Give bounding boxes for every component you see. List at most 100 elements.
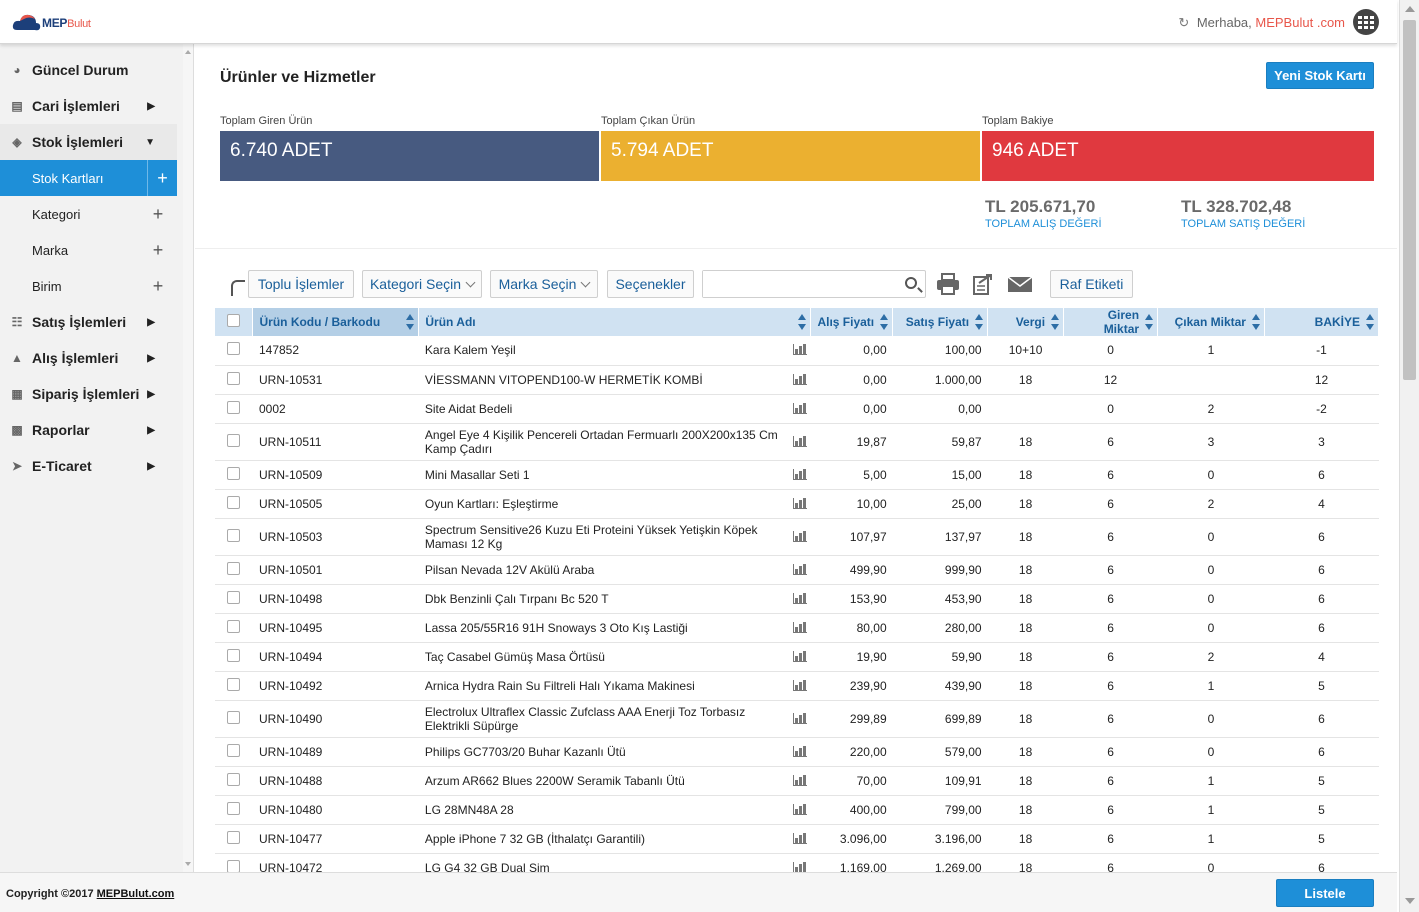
row-checkbox[interactable] — [227, 495, 241, 509]
stats-chart-icon[interactable] — [792, 402, 807, 414]
row-checkbox[interactable] — [227, 830, 241, 844]
sidebar-scrollbar[interactable] — [183, 44, 193, 872]
table-row[interactable]: URN-10511 Angel Eye 4 Kişilik Pencereli O… — [215, 423, 1379, 461]
scroll-thumb[interactable] — [1403, 20, 1416, 380]
table-row[interactable]: URN-10509 Mini Masallar Seti 1 5,00 15,00 18… — [215, 460, 1379, 490]
table-row[interactable]: URN-10492 Arnica Hydra Rain Su Filtreli H… — [215, 671, 1379, 701]
sort-icon[interactable] — [406, 314, 415, 330]
category-select[interactable]: Kategori Seçin — [362, 270, 482, 298]
stats-chart-icon[interactable] — [792, 563, 807, 575]
col-header-code[interactable]: Ürün Kodu / Barkodu — [252, 308, 420, 336]
col-header-sell-price[interactable]: Satış Fiyatı — [892, 308, 989, 336]
table-row[interactable]: URN-10503 Spectrum Sensitive26 Kuzu Eti P… — [215, 518, 1379, 556]
table-row[interactable]: URN-10490 Electrolux Ultraflex Classic Zu… — [215, 700, 1379, 738]
sidebar-item-e-ticaret[interactable]: ➤ E-Ticaret ▶ — [0, 448, 177, 484]
table-row[interactable]: URN-10495 Lassa 205/55R16 91H Snoways 3 O… — [215, 613, 1379, 643]
table-row[interactable]: URN-10480 LG 28MN48A 28 400,00 799,00 18 6 1 5 — [215, 795, 1379, 825]
stats-chart-icon[interactable] — [792, 373, 807, 385]
row-checkbox[interactable] — [227, 400, 241, 414]
row-checkbox[interactable] — [227, 528, 241, 542]
plus-icon[interactable]: + — [152, 240, 164, 260]
row-checkbox[interactable] — [227, 561, 241, 575]
stats-chart-icon[interactable] — [792, 832, 807, 844]
stats-chart-icon[interactable] — [792, 712, 807, 724]
table-row[interactable]: URN-10489 Philips GC7703/20 Buhar Kazanlı… — [215, 737, 1379, 767]
sidebar-subitem-birim[interactable]: Birim + — [0, 268, 177, 304]
row-checkbox[interactable] — [227, 433, 241, 447]
plus-icon[interactable]: + — [147, 160, 177, 196]
table-row[interactable]: 0002 Site Aidat Bedeli 0,00 0,00 0 2 -2 — [215, 394, 1379, 424]
options-button[interactable]: Seçenekler — [607, 270, 694, 298]
row-checkbox[interactable] — [227, 466, 241, 480]
back-arrow-icon[interactable] — [231, 280, 245, 296]
sidebar-item-satis-islemleri[interactable]: ☷ Satış İşlemleri ▶ — [0, 304, 177, 340]
sidebar-subitem-kategori[interactable]: Kategori + — [0, 196, 177, 232]
stats-chart-icon[interactable] — [792, 468, 807, 480]
row-checkbox[interactable] — [227, 342, 241, 356]
stats-chart-icon[interactable] — [792, 592, 807, 604]
row-checkbox[interactable] — [227, 710, 241, 724]
mail-icon[interactable] — [1007, 272, 1033, 296]
stats-chart-icon[interactable] — [792, 530, 807, 542]
row-checkbox[interactable] — [227, 371, 241, 385]
row-checkbox[interactable] — [227, 619, 241, 633]
new-stock-card-button[interactable]: Yeni Stok Kartı — [1266, 62, 1374, 89]
sort-icon[interactable] — [1145, 314, 1154, 330]
stats-chart-icon[interactable] — [792, 344, 807, 356]
row-checkbox[interactable] — [227, 677, 241, 691]
search-input[interactable] — [703, 271, 893, 297]
bulk-actions-button[interactable]: Toplu İşlemler — [248, 270, 354, 298]
window-scrollbar[interactable] — [1399, 0, 1419, 912]
search-icon[interactable] — [905, 277, 917, 289]
sidebar-item-cari-islemleri[interactable]: ▤ Cari İşlemleri ▶ — [0, 88, 177, 124]
row-checkbox[interactable] — [227, 743, 241, 757]
col-header-in-qty[interactable]: Giren Miktar — [1063, 308, 1159, 336]
col-header-buy-price[interactable]: Alış Fiyatı — [810, 308, 894, 336]
row-checkbox[interactable] — [227, 648, 241, 662]
sidebar-item-stok-islemleri[interactable]: ◈ Stok İşlemleri ▼ — [0, 124, 177, 160]
row-checkbox[interactable] — [227, 859, 241, 872]
sidebar-subitem-marka[interactable]: Marka + — [0, 232, 177, 268]
print-icon[interactable] — [935, 272, 961, 296]
table-row[interactable]: URN-10488 Arzum AR662 Blues 2200W Seramik… — [215, 766, 1379, 796]
mepbulut-logo[interactable]: MEPBulut — [12, 8, 102, 36]
sidebar-item-alis-islemleri[interactable]: ▲ Alış İşlemleri ▶ — [0, 340, 177, 376]
col-header-name[interactable]: Ürün Adı — [418, 308, 812, 336]
table-row[interactable]: URN-10498 Dbk Benzinli Çalı Tırpanı Bc 52… — [215, 584, 1379, 614]
user-greeting[interactable]: ↻ Merhaba, MEPBulut .com — [1178, 15, 1345, 31]
brand-select[interactable]: Marka Seçin — [490, 270, 598, 298]
table-row[interactable]: 147852 Kara Kalem Yeşil 0,00 100,00 10+10 0 1-… — [215, 336, 1379, 366]
sort-icon[interactable] — [1366, 314, 1374, 330]
stats-chart-icon[interactable] — [792, 435, 807, 447]
sidebar-scroll-up-icon[interactable] — [185, 50, 191, 54]
table-row[interactable]: URN-10494 Taç Casabel Gümüş Masa Örtüsü 19… — [215, 642, 1379, 672]
table-row[interactable]: URN-10472 LG G4 32 GB Dual Sim 1.169,00 1.2… — [215, 853, 1379, 872]
col-header-out-qty[interactable]: Çıkan Miktar — [1157, 308, 1265, 336]
stats-chart-icon[interactable] — [792, 803, 807, 815]
stats-chart-icon[interactable] — [792, 745, 807, 757]
sidebar-item-raporlar[interactable]: ▩ Raporlar ▶ — [0, 412, 177, 448]
stats-chart-icon[interactable] — [792, 861, 807, 872]
row-checkbox[interactable] — [227, 801, 241, 815]
sort-icon[interactable] — [1251, 314, 1260, 330]
col-header-balance[interactable]: BAKİYE — [1264, 308, 1380, 336]
sidebar-item-guncel-durum[interactable]: ◕ Güncel Durum — [0, 52, 177, 88]
row-checkbox[interactable] — [227, 590, 241, 604]
row-checkbox[interactable] — [227, 772, 241, 786]
export-icon[interactable] — [971, 272, 997, 296]
sidebar-item-siparis-islemleri[interactable]: ▦ Sipariş İşlemleri ▶ — [0, 376, 177, 412]
col-header-tax[interactable]: Vergi — [987, 308, 1065, 336]
sort-icon[interactable] — [880, 314, 889, 330]
stats-chart-icon[interactable] — [792, 621, 807, 633]
stats-chart-icon[interactable] — [792, 774, 807, 786]
select-all-checkbox[interactable] — [227, 314, 241, 327]
sidebar-scroll-down-icon[interactable] — [185, 862, 191, 866]
sidebar-subitem-stok-kartlari[interactable]: Stok Kartları + — [0, 160, 177, 196]
stats-chart-icon[interactable] — [792, 679, 807, 691]
plus-icon[interactable]: + — [152, 276, 164, 296]
table-row[interactable]: URN-10477 Apple iPhone 7 32 GB (İthalatçı… — [215, 824, 1379, 854]
apps-grid-button[interactable] — [1353, 9, 1379, 35]
sort-icon[interactable] — [975, 314, 984, 330]
plus-icon[interactable]: + — [152, 204, 164, 224]
table-row[interactable]: URN-10501 Pilsan Nevada 12V Akülü Araba 49… — [215, 555, 1379, 585]
